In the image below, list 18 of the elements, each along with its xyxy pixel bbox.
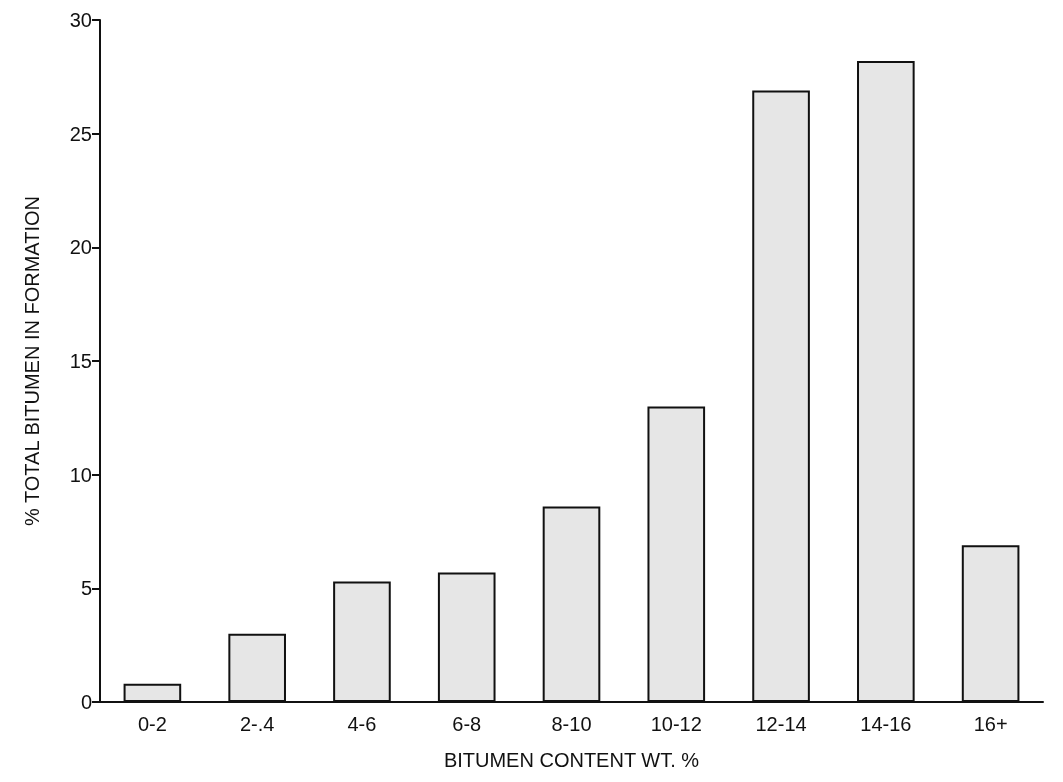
y-tick-label: 0 [80,691,92,713]
x-tick-label: 4-6 [347,713,377,735]
x-tick-label: 0-2 [137,713,167,735]
x-tick-label: 12-14 [755,713,807,735]
x-axis-title: BITUMEN CONTENT WT. % [443,749,700,771]
y-tick-label: 5 [80,577,92,600]
y-tick-label: 15 [69,350,92,372]
y-tick-label: 30 [69,9,92,31]
y-tick-label: 20 [69,236,92,259]
y-axis-title: % TOTAL BITUMEN IN FORMATION [21,195,43,527]
x-tick-label: 16+ [973,713,1008,735]
x-tick-label: 8-10 [551,713,592,735]
x-tick-label: 6-8 [452,713,482,735]
y-tick-label: 25 [69,122,92,145]
x-tick-label: 10-12 [650,713,702,735]
x-tick-label: 14-16 [860,713,912,735]
x-tick-label: 2-.4 [239,713,275,735]
y-tick-label: 10 [69,463,92,486]
